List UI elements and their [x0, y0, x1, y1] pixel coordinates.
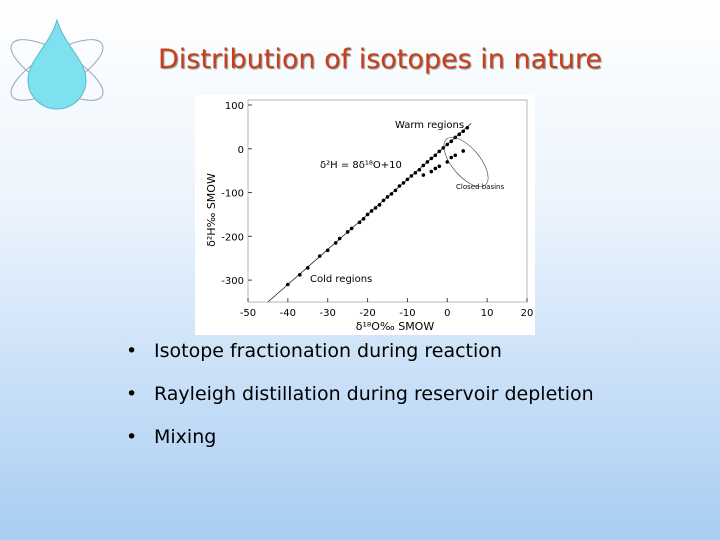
data-point: [349, 226, 354, 231]
x-tick-label: 10: [481, 308, 494, 319]
x-tick-label: -10: [399, 308, 415, 319]
bullet-text: Rayleigh distillation during reservoir d…: [154, 383, 594, 405]
data-point: [421, 173, 426, 177]
data-point: [305, 266, 310, 270]
y-tick-label: -100: [221, 189, 244, 200]
data-point: [425, 160, 430, 164]
data-point: [333, 241, 338, 245]
data-point: [429, 156, 434, 161]
data-point: [449, 139, 454, 144]
data-point: [397, 184, 402, 188]
data-point: [417, 167, 422, 172]
data-point: [453, 153, 458, 158]
x-tick-label: -50: [240, 308, 256, 319]
data-point: [317, 254, 322, 258]
bullet-text: Isotope fractionation during reaction: [154, 340, 502, 362]
data-point: [433, 153, 438, 158]
data-point: [369, 209, 374, 213]
bullet-item: • Mixing: [126, 426, 594, 448]
bullet-dot: •: [126, 426, 138, 448]
annotation: Cold regions: [310, 274, 372, 285]
closed-basin-outline: [443, 137, 489, 187]
data-point: [381, 198, 386, 203]
data-point: [433, 166, 438, 171]
data-point: [413, 171, 418, 175]
data-point: [373, 206, 378, 210]
logo: [10, 18, 104, 110]
data-point: [461, 129, 466, 134]
data-point: [393, 188, 398, 193]
bullet-dot: •: [126, 383, 138, 405]
y-tick-label: -300: [221, 276, 244, 287]
data-point: [461, 149, 466, 153]
meteoric-line: [267, 123, 472, 303]
data-point: [437, 149, 442, 154]
data-point: [409, 174, 414, 178]
bullet-item: • Rayleigh distillation during reservoir …: [126, 383, 594, 405]
data-point: [465, 125, 470, 130]
data-point: [357, 220, 362, 225]
annotation: Warm regions: [395, 120, 464, 131]
data-point: [401, 181, 406, 185]
plot-frame: [247, 99, 528, 303]
bullet-list: • Isotope fractionation during reaction • R…: [126, 340, 594, 469]
y-tick-label: -200: [221, 232, 244, 243]
data-point: [325, 248, 330, 253]
x-axis-label: δ¹⁸O‰ SMOW: [356, 320, 435, 333]
bullet-item: • Isotope fractionation during reaction: [126, 340, 594, 362]
chart-background: [195, 95, 535, 335]
data-point: [365, 212, 370, 217]
data-point: [449, 155, 454, 160]
y-tick-label: 0: [238, 145, 244, 156]
data-point: [445, 142, 450, 147]
x-tick-label: 0: [444, 308, 450, 319]
data-point: [429, 169, 434, 174]
data-point: [377, 203, 382, 207]
x-tick-label: -40: [280, 308, 296, 319]
annotation: δ²H = 8δ¹⁸O+10: [320, 160, 402, 171]
data-point: [286, 282, 290, 287]
x-tick-label: 20: [521, 308, 534, 319]
bullet-dot: •: [126, 340, 138, 362]
data-point: [298, 273, 302, 277]
y-axis-label: δ²H‰ SMOW: [205, 173, 218, 247]
data-point: [337, 236, 342, 241]
data-point: [421, 163, 426, 168]
data-point: [441, 146, 446, 150]
data-point: [385, 195, 390, 199]
x-tick-label: -20: [359, 308, 375, 319]
data-point: [457, 132, 462, 137]
x-tick-label: -30: [320, 308, 336, 319]
data-point: [345, 230, 350, 234]
data-point: [389, 192, 394, 196]
data-point: [361, 217, 366, 221]
data-point: [405, 177, 410, 182]
slide-title: Distribution of isotopes in nature: [158, 44, 602, 75]
bullet-text: Mixing: [154, 426, 217, 448]
data-point: [437, 164, 442, 169]
y-tick-label: 100: [225, 101, 244, 112]
